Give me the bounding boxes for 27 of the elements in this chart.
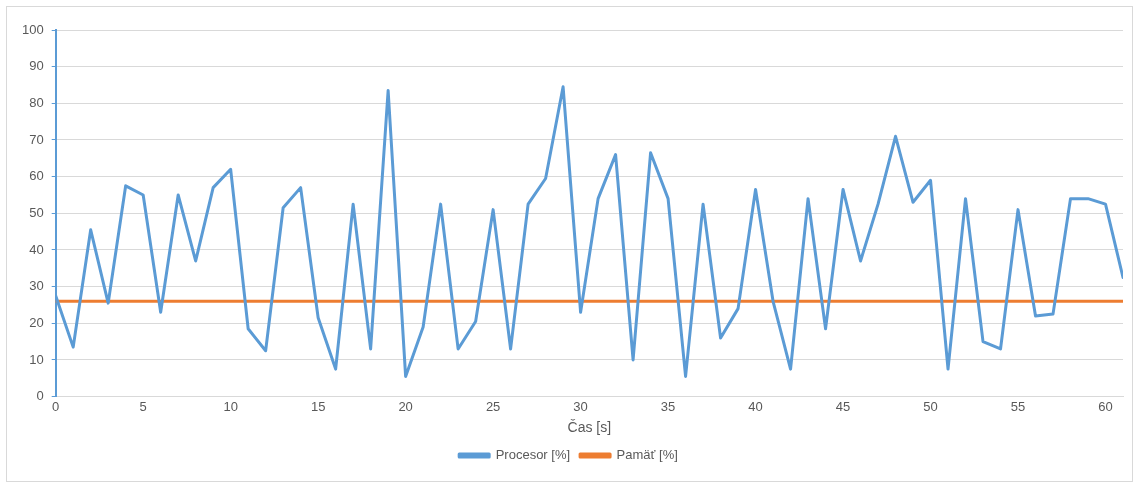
x-tick-label: 60 xyxy=(1098,398,1113,414)
x-tick-label: 50 xyxy=(923,398,938,414)
y-tick-label: 100 xyxy=(21,21,44,37)
x-tick-label: 35 xyxy=(660,398,676,414)
legend-label: Pamäť [%] xyxy=(616,447,678,463)
x-tick-label: 55 xyxy=(1010,398,1026,414)
y-tick-label: 40 xyxy=(29,241,44,257)
x-tick-label: 5 xyxy=(139,398,147,414)
x-tick-label: 25 xyxy=(485,398,501,414)
x-tick-label: 30 xyxy=(573,398,588,414)
y-tick-label: 50 xyxy=(29,204,44,220)
y-tick-label: 80 xyxy=(29,94,44,110)
y-tick-label: 30 xyxy=(29,278,44,294)
y-tick-label: 20 xyxy=(29,314,44,330)
y-tick-label: 90 xyxy=(29,58,44,74)
y-tick-label: 60 xyxy=(29,168,44,184)
y-tick-label: 70 xyxy=(29,131,44,147)
x-axis-title: Čas [s] xyxy=(567,419,612,436)
x-tick-label: 20 xyxy=(398,398,413,414)
x-tick-label: 0 xyxy=(52,398,60,414)
x-tick-label: 45 xyxy=(835,398,851,414)
x-tick-label: 15 xyxy=(310,398,326,414)
x-tick-label: 40 xyxy=(748,398,763,414)
legend-label: Procesor [%] xyxy=(495,447,571,463)
y-tick-label: 0 xyxy=(36,388,44,404)
y-tick-label: 10 xyxy=(29,351,44,367)
x-tick-label: 10 xyxy=(223,398,238,414)
